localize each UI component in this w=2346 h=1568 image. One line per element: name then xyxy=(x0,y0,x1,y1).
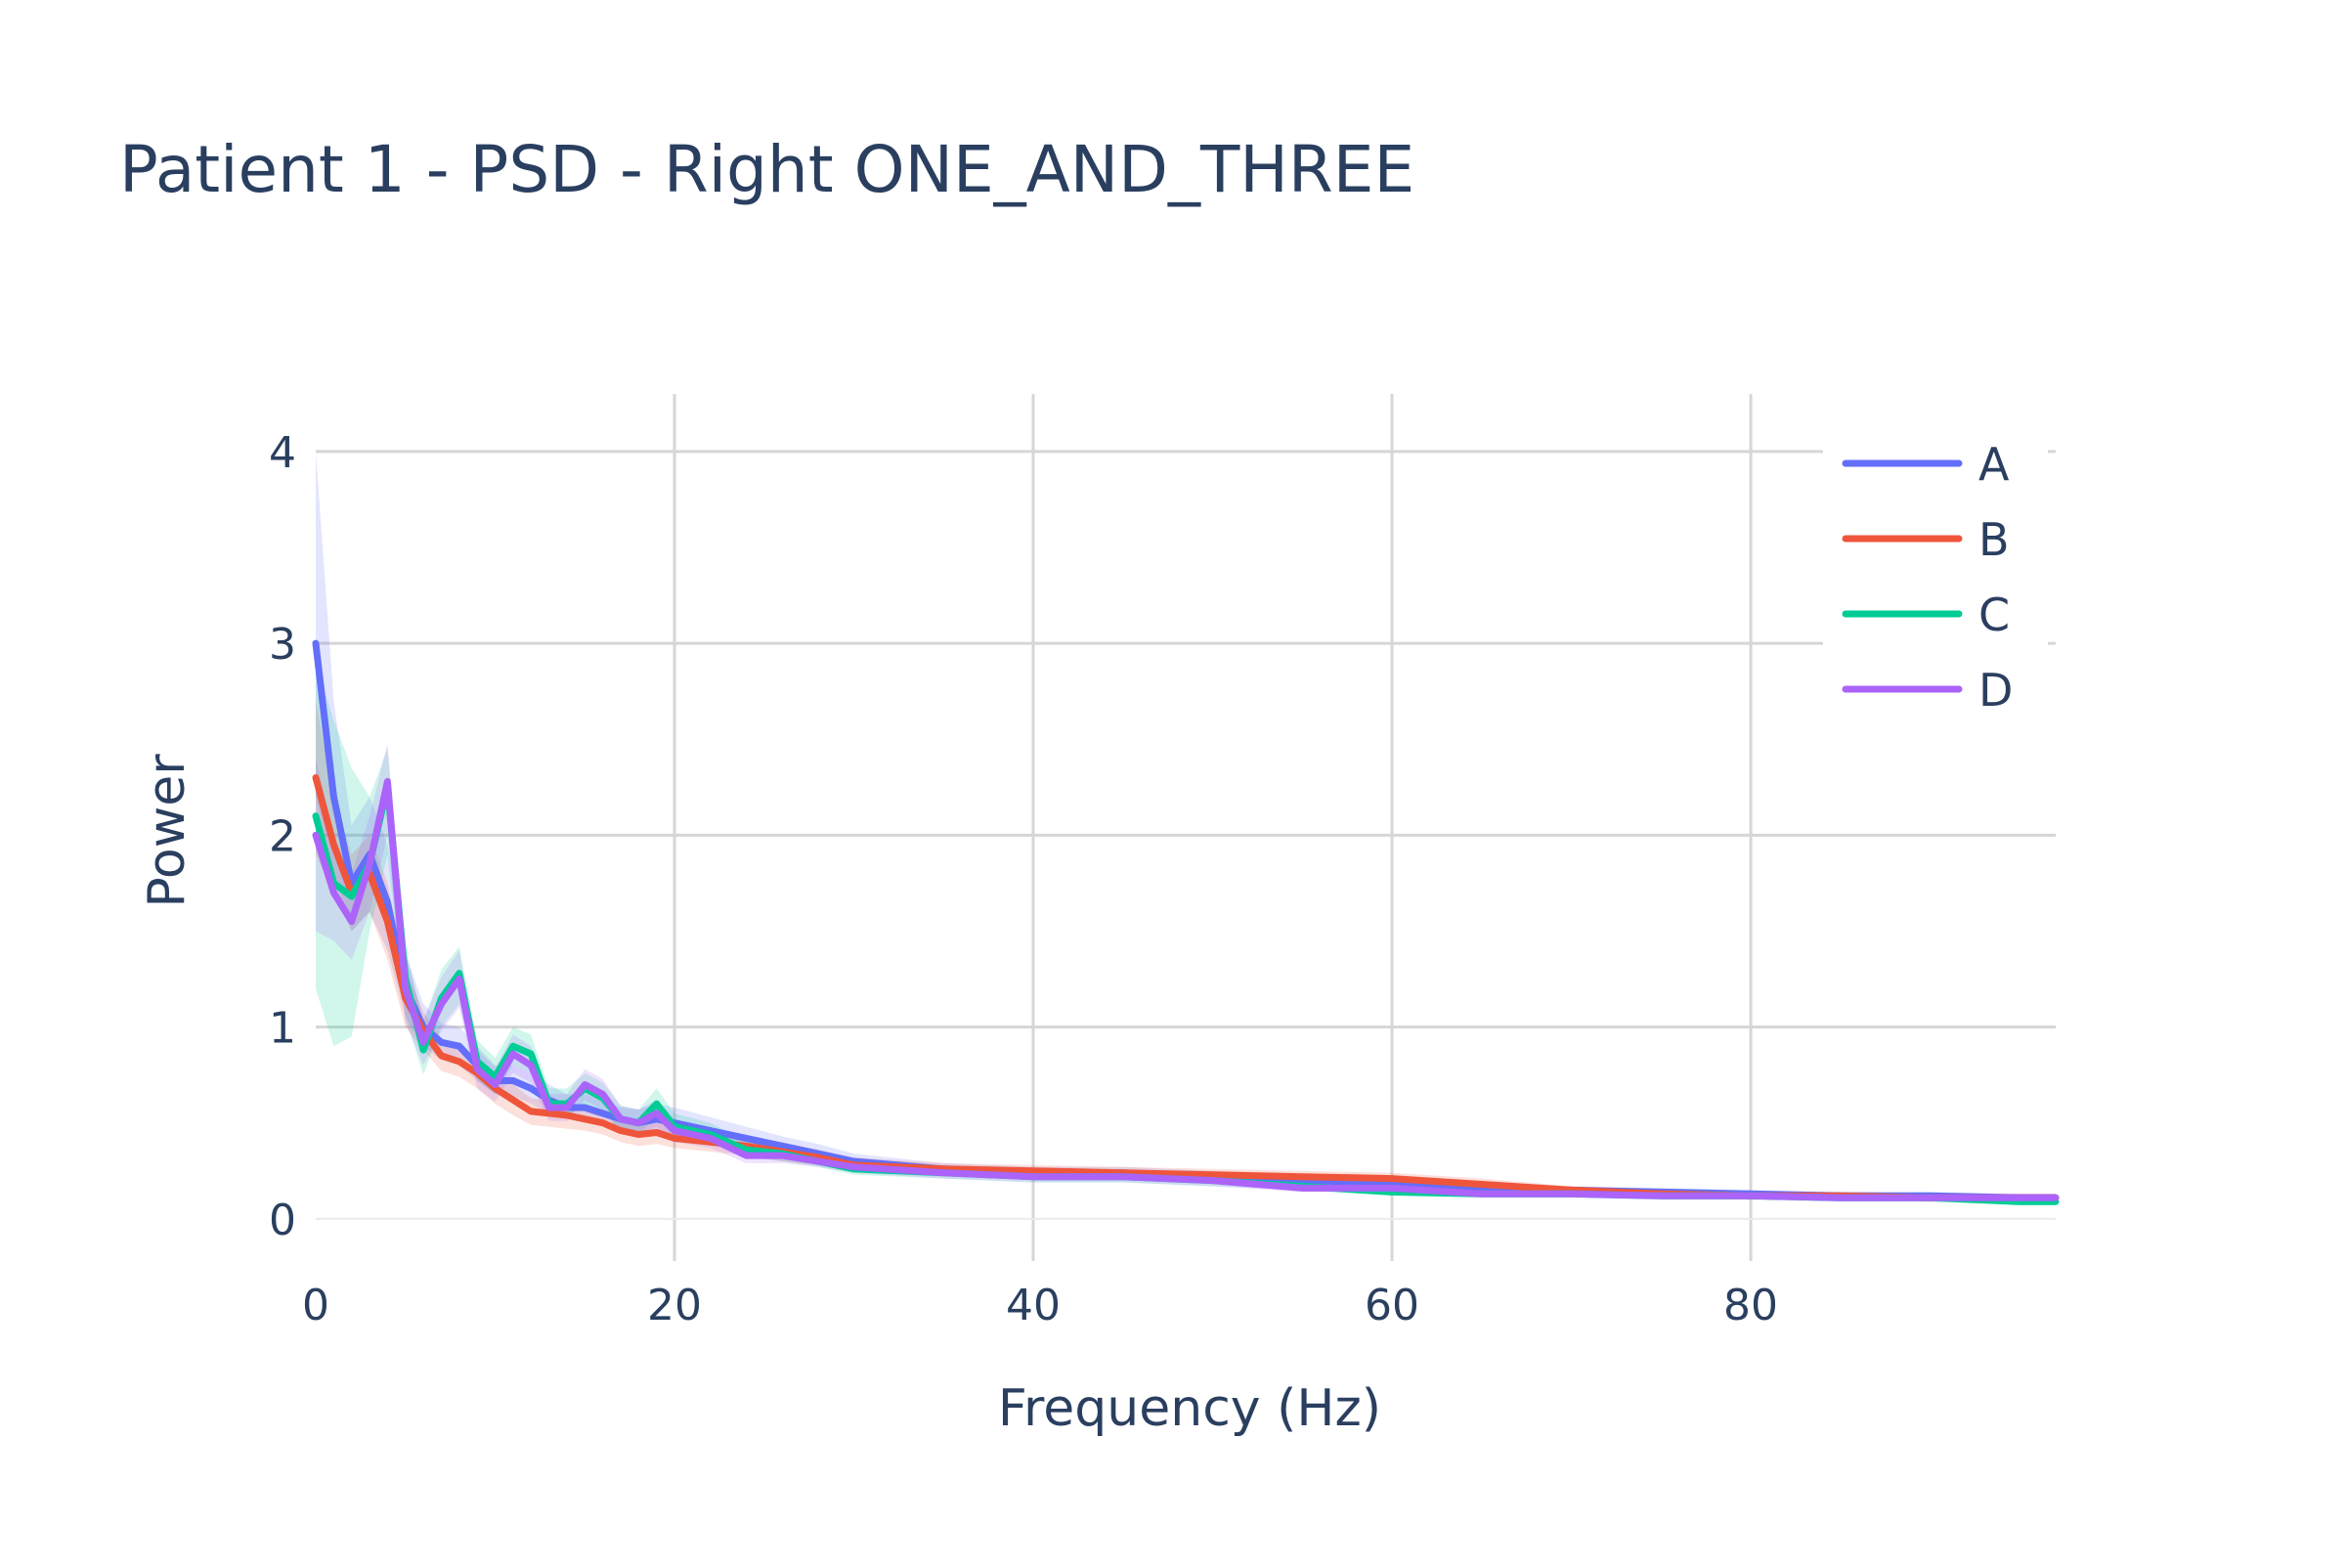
series-band-d xyxy=(316,743,2056,1202)
series-line-b xyxy=(312,774,2060,1201)
x-tick-label: 80 xyxy=(1723,1281,1778,1330)
legend-label-b: B xyxy=(1978,513,2010,566)
grid xyxy=(316,394,2056,1261)
x-tick-label: 0 xyxy=(302,1281,329,1330)
legend-label-c: C xyxy=(1978,588,2010,641)
y-axis-title: Power xyxy=(138,754,196,908)
legend-label-d: D xyxy=(1978,664,2013,717)
y-tick-label: 3 xyxy=(269,620,296,670)
chart-title: Patient 1 - PSD - Right ONE_AND_THREE xyxy=(119,132,1414,207)
series-lines xyxy=(312,639,2060,1205)
x-axis-title: Frequency (Hz) xyxy=(998,1379,1381,1438)
series-band-b xyxy=(316,701,2056,1202)
legend-background xyxy=(1823,430,2048,723)
series-line-d xyxy=(312,777,2060,1201)
legend-label-a: A xyxy=(1978,438,2010,491)
x-axis-ticks: 0 20 40 60 80 xyxy=(302,1281,1778,1330)
x-tick-label: 40 xyxy=(1006,1281,1061,1330)
y-tick-label: 1 xyxy=(269,1004,296,1054)
y-tick-label: 2 xyxy=(269,811,296,861)
y-axis-ticks: 0 1 2 3 4 xyxy=(269,428,296,1245)
y-tick-label: 0 xyxy=(269,1196,296,1245)
series-line-c xyxy=(312,783,2060,1205)
y-tick-label: 4 xyxy=(269,428,296,478)
x-tick-label: 60 xyxy=(1365,1281,1419,1330)
x-tick-label: 20 xyxy=(647,1281,702,1330)
